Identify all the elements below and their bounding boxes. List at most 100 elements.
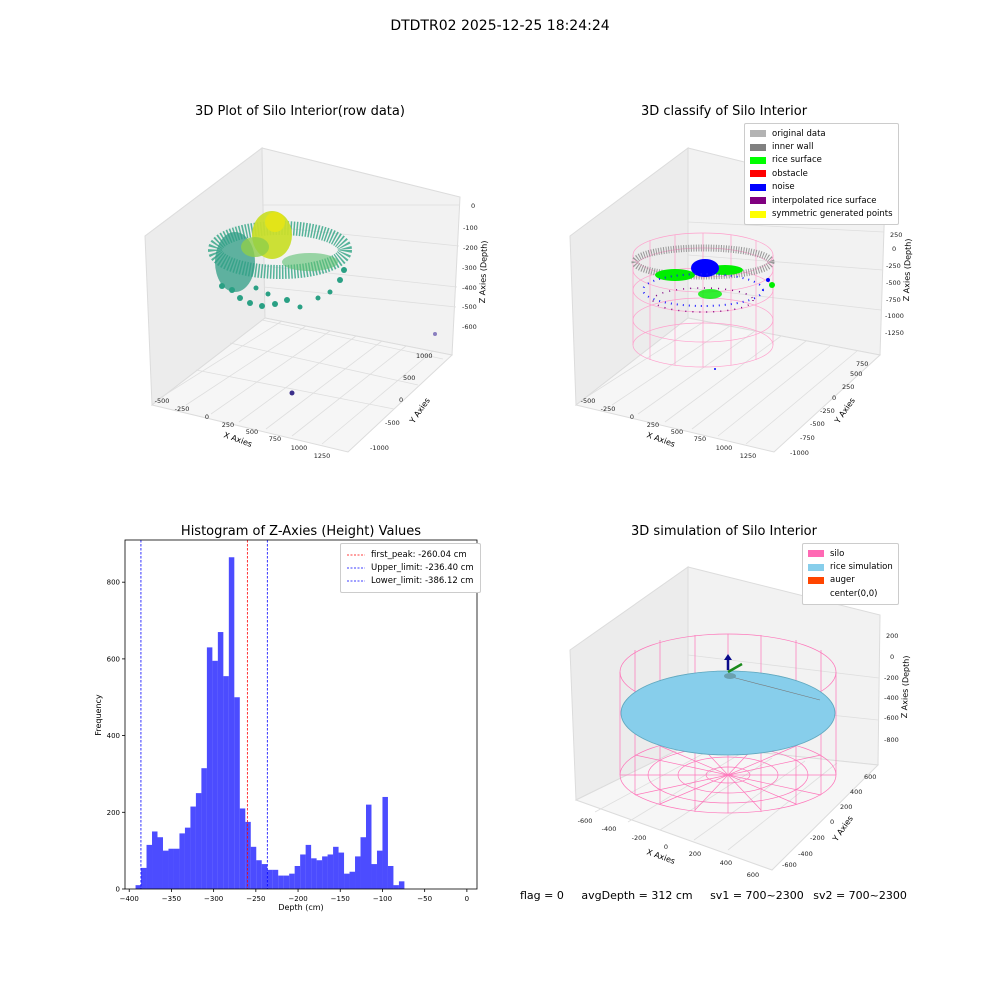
x-tick-label: −200 xyxy=(288,895,307,903)
y-tick-label: 400 xyxy=(107,732,120,740)
svg-text:-250: -250 xyxy=(175,405,190,413)
histogram-bar xyxy=(173,848,180,889)
histogram-bar xyxy=(278,875,284,889)
classify-plot-title: 3D classify of Silo Interior xyxy=(640,104,808,119)
histogram-bar xyxy=(327,854,334,889)
histogram-legend: first_peak: -260.04 cm Upper_limit: -236… xyxy=(340,543,481,594)
svg-text:-500: -500 xyxy=(886,279,901,287)
svg-text:250: 250 xyxy=(222,421,234,429)
svg-text:-400: -400 xyxy=(462,284,477,292)
svg-text:-1250: -1250 xyxy=(885,329,904,337)
simulation-3d-plot: -600 -400 -200 0 200 400 600 X Axies -60… xyxy=(569,566,911,879)
histogram-bar xyxy=(256,860,262,889)
histogram-bar xyxy=(382,796,388,889)
x-tick-label: −250 xyxy=(246,895,265,903)
svg-text:-500: -500 xyxy=(810,420,825,428)
histogram-y-label: Frequency xyxy=(94,694,103,736)
x-tick-label: −400 xyxy=(120,895,139,903)
histogram-bar xyxy=(349,871,356,889)
svg-text:1000: 1000 xyxy=(291,444,308,452)
svg-text:500: 500 xyxy=(246,428,258,436)
svg-text:-200: -200 xyxy=(884,674,899,682)
svg-text:-200: -200 xyxy=(632,834,647,842)
svg-text:1000: 1000 xyxy=(416,352,433,360)
x-tick-label: −150 xyxy=(331,895,350,903)
svg-text:250: 250 xyxy=(647,421,659,429)
svg-text:-250: -250 xyxy=(820,407,835,415)
histogram-bar xyxy=(228,557,235,889)
legend-item: rice surface xyxy=(750,154,893,167)
legend-item: first_peak: -260.04 cm xyxy=(347,549,467,560)
svg-text:-250: -250 xyxy=(886,262,901,270)
y-tick-label: 200 xyxy=(107,809,120,817)
svg-text:600: 600 xyxy=(864,773,876,781)
svg-text:-500: -500 xyxy=(155,397,170,405)
sv1-text: sv1 = 700~2300 xyxy=(710,889,804,902)
histogram-bar xyxy=(223,676,229,889)
legend-item: center(0,0) xyxy=(830,588,878,599)
simulation-auger xyxy=(724,654,821,701)
classify-z-label: Z Axies (Depth) xyxy=(902,238,913,301)
svg-text:750: 750 xyxy=(694,435,706,443)
histogram-bar xyxy=(322,856,328,889)
svg-text:-600: -600 xyxy=(884,714,899,722)
histogram-title: Histogram of Z-Axies (Height) Values xyxy=(180,524,422,539)
simulation-rice-surface xyxy=(620,670,836,756)
histogram-bar xyxy=(261,864,268,889)
raw-point-cloud xyxy=(208,211,437,396)
y-tick-label: 800 xyxy=(107,579,120,587)
svg-text:0: 0 xyxy=(830,818,834,826)
histogram-bar xyxy=(157,837,163,889)
flag-text: flag = 0 xyxy=(520,889,564,902)
histogram-bar xyxy=(333,846,339,889)
svg-text:-250: -250 xyxy=(601,405,616,413)
histogram-bar xyxy=(162,850,169,889)
x-tick-label: −100 xyxy=(373,895,392,903)
histogram-bar xyxy=(190,806,196,889)
svg-text:1000: 1000 xyxy=(716,444,733,452)
simulation-legend: silo rice simulation auger center(0,0) xyxy=(802,543,899,605)
histogram-bar xyxy=(146,844,153,889)
svg-text:750: 750 xyxy=(269,435,281,443)
legend-item: noise xyxy=(750,181,893,194)
svg-text:1250: 1250 xyxy=(740,452,757,460)
svg-text:-750: -750 xyxy=(886,296,901,304)
legend-item: silo xyxy=(808,547,893,560)
svg-text:200: 200 xyxy=(886,632,898,640)
histogram-chart: −400 −350 −300 −250 −200 −150 −100 −50 0 0 200 400… xyxy=(94,539,478,912)
histogram-bar xyxy=(360,837,366,889)
legend-item: original data xyxy=(750,127,893,140)
svg-text:0: 0 xyxy=(399,396,403,404)
histogram-bar xyxy=(245,821,251,889)
svg-text:0: 0 xyxy=(892,245,896,253)
classify-points xyxy=(642,259,775,370)
histogram-bar xyxy=(267,869,273,889)
raw-axes-panes xyxy=(144,147,461,453)
histogram-bar xyxy=(206,647,213,889)
histogram-frame xyxy=(124,539,478,890)
svg-text:500: 500 xyxy=(403,374,415,382)
histogram-bar xyxy=(212,660,218,889)
histogram-bar xyxy=(135,885,142,889)
svg-text:-400: -400 xyxy=(884,694,899,702)
svg-text:500: 500 xyxy=(850,370,862,378)
classify-silo-wireframe xyxy=(632,232,774,368)
svg-text:-200: -200 xyxy=(463,244,478,252)
avg-depth-text: avgDepth = 312 cm xyxy=(581,889,693,902)
classify-3d-plot: -500 -250 0 250 500 750 1000 1250 X Axie… xyxy=(569,147,913,460)
histogram-bar xyxy=(365,804,372,889)
classify-legend: original data inner wall rice surface ob… xyxy=(744,123,899,225)
svg-text:-600: -600 xyxy=(782,861,797,869)
histogram-bar xyxy=(168,848,174,889)
histogram-bar xyxy=(371,864,377,889)
histogram-bar xyxy=(239,808,246,889)
svg-text:600: 600 xyxy=(747,871,759,879)
legend-item: auger xyxy=(808,574,893,587)
svg-text:750: 750 xyxy=(856,360,868,368)
svg-text:-300: -300 xyxy=(462,264,477,272)
raw-z-label: Z Axies (Depth) xyxy=(478,240,489,303)
svg-text:400: 400 xyxy=(850,788,862,796)
histogram-bar xyxy=(272,869,279,889)
legend-item: obstacle xyxy=(750,167,893,180)
svg-text:200: 200 xyxy=(840,803,852,811)
